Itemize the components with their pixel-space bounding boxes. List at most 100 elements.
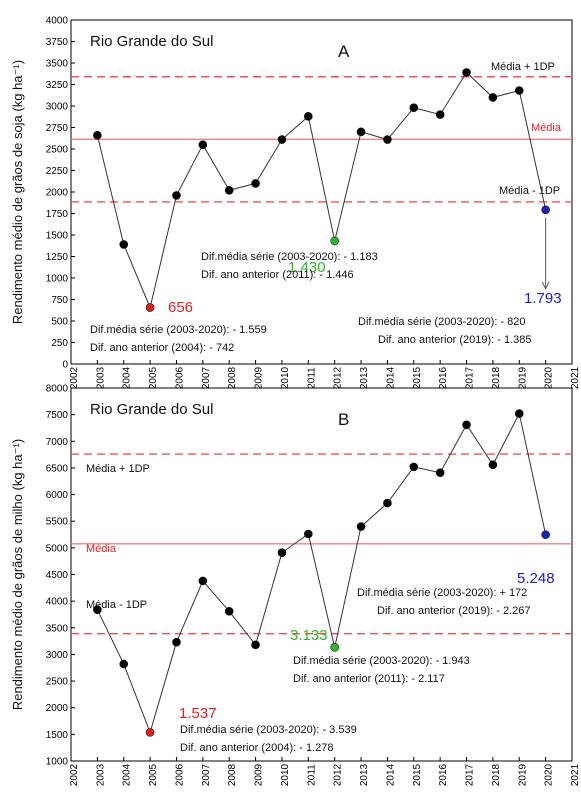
y-tick-label: 1000: [46, 757, 69, 768]
data-point: [145, 303, 155, 312]
annotation-note: Dif.média série (2003-2020): - 1.559: [90, 324, 267, 336]
y-tick-label: 5000: [46, 543, 69, 554]
data-point: [224, 606, 234, 616]
plot-frame: [70, 387, 573, 762]
value-label: 1.430: [288, 259, 326, 276]
data-point: [356, 127, 366, 137]
y-tick-label: 7000: [46, 437, 69, 448]
y-tick-label: 2500: [46, 677, 69, 688]
y-tick-label: 3250: [46, 80, 69, 91]
annotation-note: Dif.média série (2003-2020): + 172: [357, 587, 527, 599]
x-tick-label: 2010: [280, 366, 291, 389]
value-label: 5.248: [517, 570, 555, 587]
data-point: [488, 460, 498, 470]
data-point: [198, 140, 208, 149]
y-tick-label: 7500: [46, 410, 69, 421]
data-point: [356, 522, 366, 531]
x-tick-label: 2014: [385, 763, 396, 786]
data-point: [462, 420, 471, 430]
y-tick-label: 3750: [46, 37, 69, 48]
annotation-note: Dif. ano anterior (2004): - 1.278: [180, 742, 333, 754]
x-tick-label: 2019: [517, 366, 528, 389]
x-tick-label: 2021: [570, 366, 581, 389]
x-tick-label: 2020: [544, 763, 555, 786]
annotation-note: Dif. ano anterior (2019): - 1.385: [378, 334, 531, 346]
ref-label-upper: Média + 1DP: [491, 61, 555, 73]
x-tick-label: 2012: [333, 366, 344, 389]
x-tick-label: 2013: [359, 763, 370, 786]
region-label: Rio Grande do Sul: [90, 401, 213, 418]
x-tick-label: 2002: [69, 366, 80, 389]
x-tick-label: 2004: [122, 763, 133, 786]
x-tick-label: 2019: [517, 763, 528, 786]
series-line: [96, 412, 547, 734]
y-tick-label: 2250: [46, 166, 69, 177]
panel-letter: B: [338, 410, 349, 429]
x-tick-label: 2018: [491, 366, 502, 389]
annotation-note: Dif. ano anterior (2019): - 2.267: [377, 605, 530, 617]
ref-label-mean: Média: [531, 122, 562, 134]
x-tick-label: 2010: [280, 763, 291, 786]
x-tick-label: 2009: [254, 763, 265, 786]
x-tick-label: 2015: [412, 763, 423, 786]
x-tick-label: 2006: [174, 763, 185, 786]
x-tick-label: 2015: [412, 366, 423, 389]
y-tick-label: 4500: [46, 570, 69, 581]
data-point: [251, 179, 260, 188]
y-tick-label: 1250: [46, 252, 69, 263]
data-point: [304, 112, 313, 121]
x-tick-label: 2007: [201, 366, 212, 389]
value-label: 3.133: [290, 627, 328, 644]
y-tick-label: 5500: [46, 517, 69, 528]
y-tick-label: 3000: [46, 650, 69, 661]
y-tick-label: 1000: [46, 274, 69, 285]
data-point: [383, 135, 392, 144]
x-tick-label: 2002: [69, 763, 80, 786]
annotation-note: Dif. ano anterior (2011): - 2.117: [293, 673, 445, 685]
data-point: [119, 659, 129, 669]
y-axis-label: Rendimento médio de grãos de milho (kg h…: [10, 439, 25, 710]
y-tick-label: 4000: [46, 16, 69, 27]
x-tick-label: 2020: [544, 366, 555, 389]
x-tick-label: 2004: [122, 366, 133, 389]
y-tick-label: 2000: [46, 703, 69, 714]
data-point: [514, 86, 524, 95]
data-point: [514, 409, 524, 418]
data-point: [409, 103, 419, 113]
x-tick-label: 2016: [438, 763, 449, 786]
ref-label-lower: Média - 1DP: [499, 185, 560, 197]
data-point: [93, 605, 102, 614]
x-tick-label: 2008: [227, 763, 238, 786]
x-tick-label: 2017: [465, 366, 476, 389]
x-tick-label: 2005: [148, 366, 159, 389]
value-label: 656: [168, 299, 193, 316]
y-axis-label: Rendimento médio de grãos de soja (kg ha…: [10, 60, 25, 324]
x-tick-label: 2003: [95, 366, 106, 389]
y-tick-label: 8000: [46, 384, 69, 395]
x-tick-label: 2009: [254, 366, 265, 389]
x-tick-label: 2021: [570, 763, 581, 786]
x-tick-label: 2012: [333, 763, 344, 786]
y-tick-label: 1750: [46, 209, 69, 220]
y-tick-label: 3500: [46, 59, 69, 70]
panel-letter: A: [338, 42, 350, 61]
y-tick-label: 750: [51, 295, 68, 306]
data-point: [277, 135, 287, 144]
data-point: [409, 462, 419, 472]
data-point: [488, 93, 498, 102]
x-tick-label: 2013: [359, 366, 370, 389]
data-point: [277, 548, 287, 557]
data-point: [462, 68, 471, 77]
y-tick-label: 0: [62, 360, 68, 371]
x-tick-label: 2003: [95, 763, 106, 786]
chart-A: 0 250 500 750 1000 1250 1500 1750 2000 2250 2500 27…: [10, 16, 581, 390]
data-point: [172, 637, 181, 647]
y-tick-label: 3000: [46, 102, 69, 113]
x-tick-label: 2017: [465, 763, 476, 786]
data-point: [304, 529, 313, 539]
chart-B: 1000 1500 2000 2500 3000 3500 4000 4500 5000 5500…: [10, 384, 581, 787]
data-point: [251, 640, 260, 650]
ref-label-mean: Média: [86, 543, 117, 555]
arrow-head: [541, 281, 550, 290]
